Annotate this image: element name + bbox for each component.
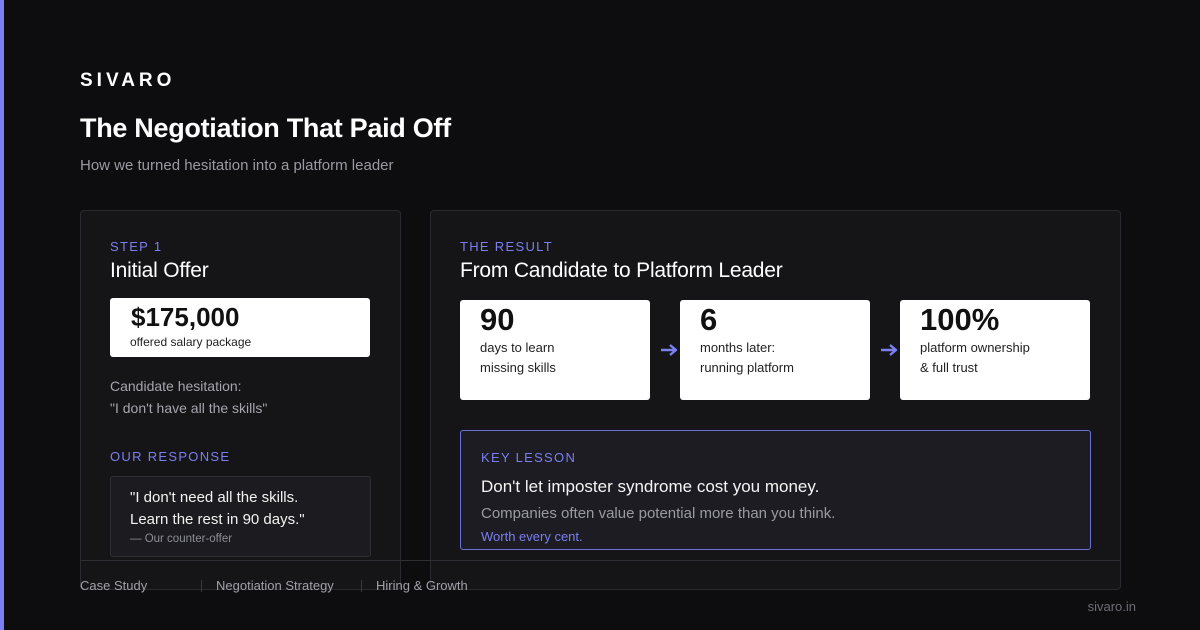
stat-label-line1: platform ownership xyxy=(920,340,1030,355)
offer-amount: $175,000 xyxy=(131,302,240,332)
response-attribution: — Our counter-offer xyxy=(130,533,233,545)
stat-label-line2: running platform xyxy=(700,360,794,375)
step-eyebrow: STEP 1 xyxy=(110,239,163,254)
offer-amount-box: $175,000 offered salary package xyxy=(110,298,370,357)
lesson-sub-text: Companies often value potential more tha… xyxy=(481,505,836,522)
response-eyebrow: OUR RESPONSE xyxy=(110,449,231,464)
hesitation-quote: "I don't have all the skills" xyxy=(110,400,268,416)
tag-case-study: Case Study xyxy=(80,578,148,593)
arrow-right-icon xyxy=(881,344,898,356)
initial-offer-card: STEP 1 Initial Offer $175,000 offered sa… xyxy=(80,210,401,590)
stat-value: 100% xyxy=(920,302,1000,337)
result-eyebrow: THE RESULT xyxy=(460,239,553,254)
key-lesson-box: KEY LESSON Don't let imposter syndrome c… xyxy=(460,430,1091,550)
response-line-1: "I don't need all the skills. xyxy=(130,489,299,506)
page-title: The Negotiation That Paid Off xyxy=(80,113,451,143)
tag-separator xyxy=(361,580,362,592)
stat-label-line2: missing skills xyxy=(480,360,556,375)
brand-logo: SIVARO xyxy=(80,70,176,91)
tag-hiring-growth: Hiring & Growth xyxy=(376,578,468,593)
lesson-main-text: Don't let imposter syndrome cost you mon… xyxy=(481,477,820,496)
stat-value: 90 xyxy=(480,302,515,337)
result-title: From Candidate to Platform Leader xyxy=(460,259,783,282)
result-card: THE RESULT From Candidate to Platform Le… xyxy=(430,210,1121,590)
stat-value: 6 xyxy=(700,302,718,337)
stat-card-days: 90 days to learn missing skills xyxy=(460,300,650,400)
lesson-eyebrow: KEY LESSON xyxy=(481,450,577,465)
accent-bar xyxy=(0,0,4,630)
tag-negotiation-strategy: Negotiation Strategy xyxy=(216,578,334,593)
counter-offer-quote-box: "I don't need all the skills. Learn the … xyxy=(110,476,371,557)
arrow-right-icon xyxy=(661,344,678,356)
initial-offer-title: Initial Offer xyxy=(110,259,209,282)
site-domain: sivaro.in xyxy=(1087,599,1136,614)
stat-card-ownership: 100% platform ownership & full trust xyxy=(900,300,1090,400)
tag-separator xyxy=(201,580,202,592)
offer-label: offered salary package xyxy=(130,335,252,349)
hesitation-label: Candidate hesitation: xyxy=(110,378,242,394)
lesson-highlight: Worth every cent. xyxy=(481,529,583,544)
response-line-2: Learn the rest in 90 days." xyxy=(130,511,305,528)
stat-card-months: 6 months later: running platform xyxy=(680,300,870,400)
footer-divider xyxy=(80,560,1120,561)
page-subtitle: How we turned hesitation into a platform… xyxy=(80,157,394,174)
stat-label-line1: months later: xyxy=(700,340,776,355)
stat-label-line2: & full trust xyxy=(920,360,978,375)
stat-label-line1: days to learn xyxy=(480,340,555,355)
